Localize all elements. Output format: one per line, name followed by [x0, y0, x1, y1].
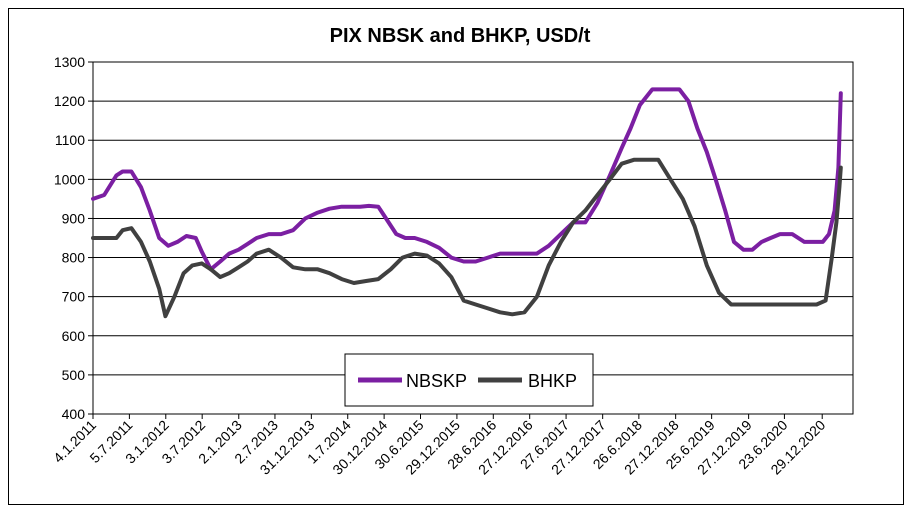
series-line-bhkp	[91, 157, 843, 319]
x-axis-ticks: 4.1.20115.7.20113.1.20123.7.20122.1.2013…	[50, 414, 828, 478]
y-tick-label: 1100	[55, 132, 85, 148]
series-line-nbskp	[91, 87, 843, 272]
y-tick-label: 1000	[54, 171, 85, 187]
series-layer	[91, 87, 843, 319]
y-tick-label: 500	[62, 367, 86, 383]
legend: NBSKP BHKP	[344, 353, 594, 407]
y-tick-label: 1300	[54, 54, 85, 70]
y-tick-label: 600	[62, 328, 86, 344]
y-tick-label: 800	[62, 250, 86, 266]
y-axis-ticks: 400 500 600 700 800 900 1000 1100 1200 1300	[54, 54, 93, 422]
chart-title: PIX NBSK and BHKP, USD/t	[330, 25, 591, 47]
chart-frame	[8, 8, 904, 505]
legend-label-nbskp: NBSKP	[406, 371, 467, 391]
y-tick-label: 1200	[54, 93, 85, 109]
legend-label-bhkp: BHKP	[528, 371, 577, 391]
y-tick-label: 900	[62, 210, 86, 226]
grid	[93, 100, 853, 376]
y-tick-label: 700	[62, 289, 86, 305]
y-tick-label: 400	[62, 406, 86, 422]
